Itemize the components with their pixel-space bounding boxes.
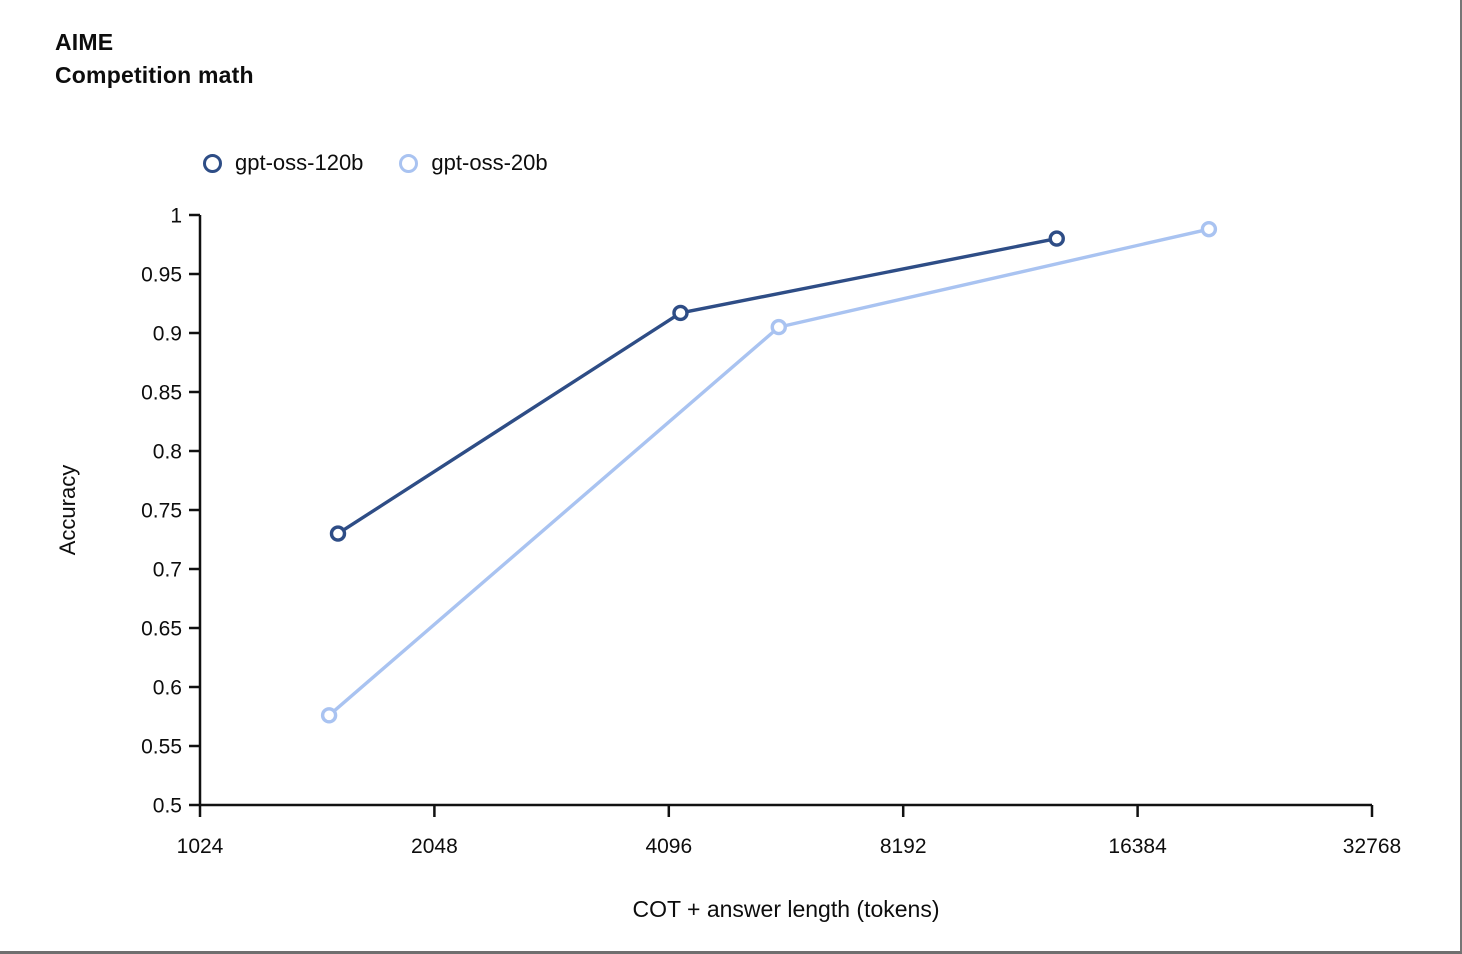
legend-item-gpt-oss-120b: gpt-oss-120b — [203, 150, 363, 176]
series-gpt-oss-20b — [320, 220, 1218, 724]
data-point-gpt-oss-120b — [672, 304, 689, 322]
series-marker-icon — [203, 153, 222, 173]
data-point-gpt-oss-120b — [1048, 230, 1065, 247]
y-tick-label: 0.5 — [153, 794, 182, 817]
y-tick-label: 0.65 — [141, 617, 182, 640]
y-tick-label: 0.7 — [153, 558, 182, 581]
x-tick-label: 2048 — [411, 835, 458, 858]
legend-label: gpt-oss-20b — [431, 150, 548, 175]
data-point-gpt-oss-20b — [1200, 220, 1218, 238]
y-tick-label: 0.85 — [141, 381, 182, 404]
x-tick-label: 16384 — [1108, 835, 1167, 858]
data-point-gpt-oss-20b — [770, 318, 787, 336]
y-axis-ticks: 1 0.95 0.9 0.85 0.8 0.75 0.7 0.65 0.6 0.55 0.5 — [141, 204, 200, 817]
x-tick-label: 1024 — [177, 835, 224, 858]
y-tick-label: 0.75 — [141, 499, 182, 522]
chart-title: AIME Competition math — [55, 26, 254, 92]
series-gpt-oss-120b — [329, 230, 1065, 542]
x-tick-label: 4096 — [645, 835, 692, 858]
series-marker-icon — [399, 153, 419, 173]
y-tick-label: 0.55 — [141, 735, 182, 758]
x-axis-title: COT + answer length (tokens) — [632, 896, 940, 922]
y-tick-label: 0.9 — [153, 322, 182, 345]
x-tick-label: 32768 — [1343, 835, 1401, 858]
chart-title-line2: Competition math — [55, 62, 254, 88]
chart-title-line1: AIME — [55, 29, 114, 55]
y-tick-label: 1 — [170, 204, 182, 227]
data-point-gpt-oss-120b — [329, 525, 347, 542]
x-tick-label: 8192 — [880, 835, 927, 858]
y-tick-label: 0.8 — [153, 440, 182, 463]
legend: gpt-oss-120b gpt-oss-20b — [203, 150, 548, 176]
y-tick-label: 0.95 — [141, 263, 182, 286]
legend-item-gpt-oss-20b: gpt-oss-20b — [399, 150, 548, 176]
x-axis-ticks: 1024 2048 4096 8192 16384 32768 — [177, 805, 1401, 858]
data-point-gpt-oss-20b — [320, 707, 338, 724]
legend-label: gpt-oss-120b — [235, 150, 364, 175]
y-tick-label: 0.6 — [153, 676, 182, 699]
